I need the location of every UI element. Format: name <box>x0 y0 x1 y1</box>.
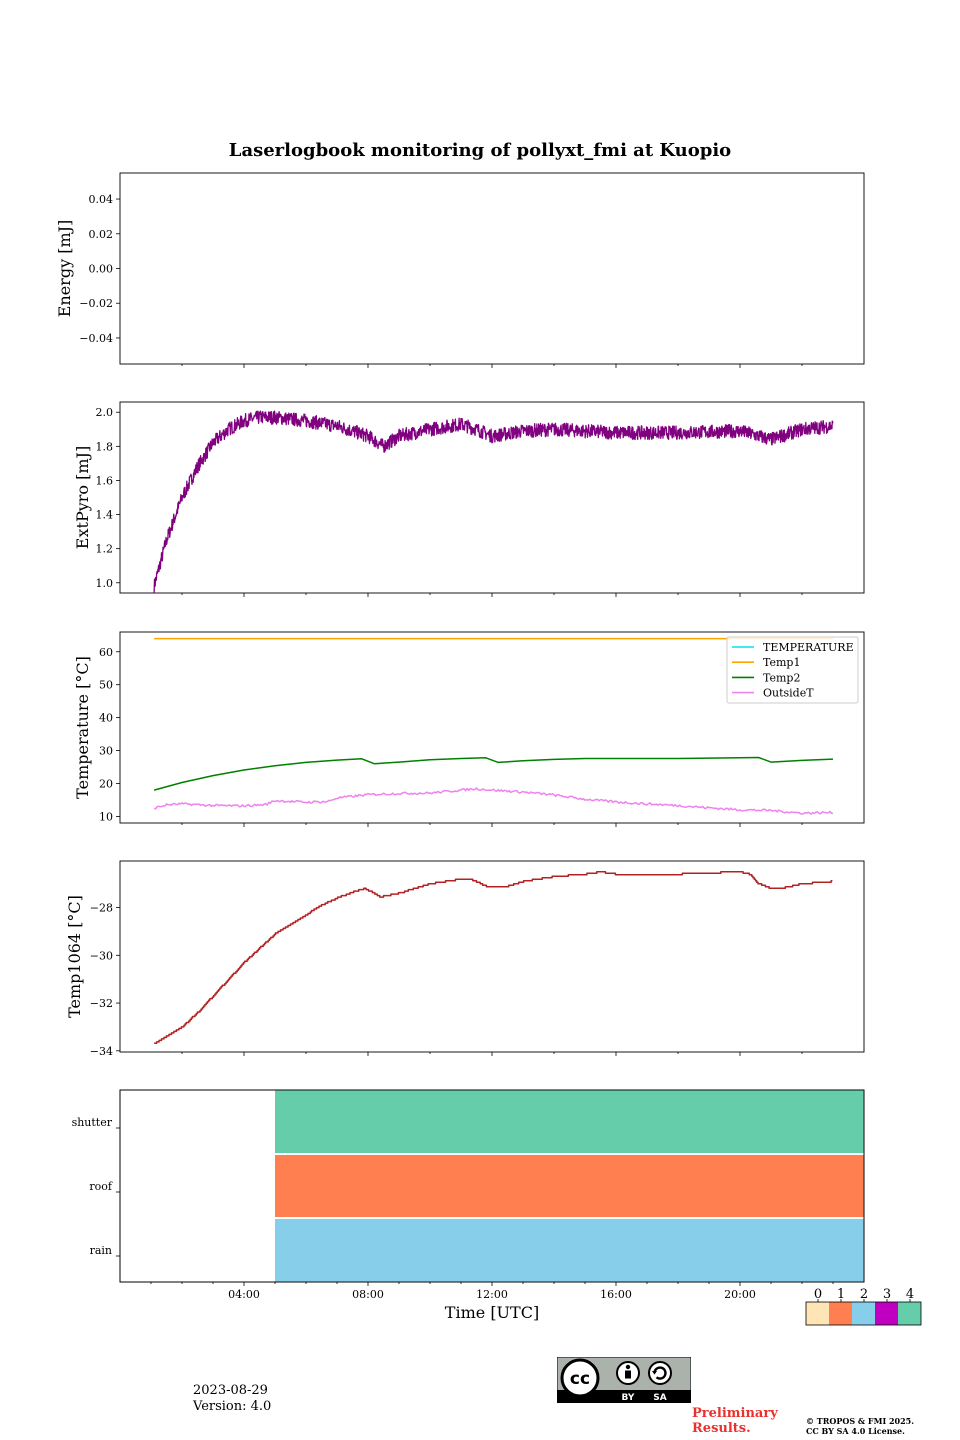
x-tick-label: 16:00 <box>600 1288 632 1301</box>
x-tick-label: 12:00 <box>476 1288 508 1301</box>
cc-logo-text: cc <box>570 1369 590 1389</box>
colorbar-label-4: 4 <box>906 1287 914 1302</box>
y-axis-label-energy: Energy [mJ] <box>55 220 74 318</box>
footer-date-version: 2023-08-29 Version: 4.0 <box>193 1383 271 1415</box>
share-alike-icon <box>653 1366 667 1380</box>
colorbar-swatch-3 <box>875 1302 898 1325</box>
x-tick-label: 20:00 <box>724 1288 756 1301</box>
y-tick-label-temperature: 40 <box>99 712 113 725</box>
panel-frame-temp1064 <box>119 860 865 1053</box>
y-tick-label-temp1064: −28 <box>90 902 113 915</box>
y-tick-label-temperature: 50 <box>99 679 113 692</box>
figure-title: Laserlogbook monitoring of pollyxt_fmi a… <box>228 140 732 161</box>
colorbar-swatch-2 <box>852 1302 875 1325</box>
y-axis-label-temperature: Temperature [°C] <box>73 656 92 799</box>
colorbar-label-1: 1 <box>837 1287 845 1302</box>
cc-license-badge: cc BY SA <box>557 1357 691 1403</box>
footer-date: 2023-08-29 <box>193 1383 268 1398</box>
series-line-outsidet <box>153 787 834 815</box>
colorbar-label-0: 0 <box>814 1287 822 1302</box>
y-tick-label-extpyro: 2.0 <box>96 406 114 419</box>
legend-label-temp2: Temp2 <box>763 671 800 684</box>
series-line-temp1064 <box>154 870 833 1045</box>
flag-block-rain <box>275 1219 864 1282</box>
y-tick-label-energy: 0.02 <box>89 228 114 241</box>
series-line-extpyro <box>153 410 834 594</box>
row-label-shutter: shutter <box>72 1116 113 1129</box>
y-tick-label-extpyro: 1.8 <box>96 440 114 453</box>
flag-block-roof <box>275 1155 864 1217</box>
preliminary-line-2: Results. <box>692 1421 751 1436</box>
y-tick-label-extpyro: 1.4 <box>96 509 114 522</box>
y-tick-label-energy: 0.04 <box>89 193 114 206</box>
legend-label-temp1: Temp1 <box>763 656 800 669</box>
colorbar-frame <box>805 1301 922 1326</box>
flag-block-shutter <box>275 1090 864 1153</box>
y-tick-label-energy: −0.02 <box>79 297 113 310</box>
copyright-note: © TROPOS & FMI 2025. CC BY SA 4.0 Licens… <box>806 1416 914 1436</box>
preliminary-line-1: Preliminary <box>692 1406 778 1421</box>
colorbar-label-3: 3 <box>883 1287 891 1302</box>
row-label-roof: roof <box>89 1180 113 1193</box>
person-icon <box>625 1364 631 1370</box>
y-tick-label-energy: −0.04 <box>79 332 113 345</box>
x-axis-label: Time [UTC] <box>445 1303 539 1322</box>
y-tick-label-temp1064: −30 <box>90 949 113 962</box>
preliminary-note: Preliminary Results. <box>692 1406 778 1436</box>
colorbar-label-2: 2 <box>860 1287 868 1302</box>
footer-version: Version: 4.0 <box>193 1399 272 1414</box>
colorbar-swatch-1 <box>829 1302 852 1325</box>
y-tick-label-temperature: 10 <box>99 810 113 823</box>
y-tick-label-extpyro: 1.2 <box>96 543 114 556</box>
cc-by-label: BY <box>622 1393 635 1403</box>
y-axis-label-temp1064: Temp1064 [°C] <box>65 895 84 1018</box>
y-tick-label-extpyro: 1.6 <box>96 474 114 487</box>
y-axis-label-extpyro: ExtPyro [mJ] <box>73 446 92 549</box>
legend-box <box>726 636 859 704</box>
panel-frame-extpyro <box>119 401 865 594</box>
legend-label-temperature: TEMPERATURE <box>763 641 854 654</box>
colorbar-swatch-0 <box>806 1302 829 1325</box>
legend-label-outsidet: OutsideT <box>763 687 814 700</box>
copyright-line-1: © TROPOS & FMI 2025. <box>806 1416 915 1426</box>
panel-frame-energy <box>119 172 865 365</box>
x-tick-label: 08:00 <box>352 1288 384 1301</box>
colorbar-swatch-4 <box>898 1302 921 1325</box>
y-tick-label-temperature: 60 <box>99 646 113 659</box>
copyright-line-2: CC BY SA 4.0 License. <box>806 1426 905 1436</box>
x-tick-label: 04:00 <box>228 1288 260 1301</box>
cc-sa-label: SA <box>653 1393 666 1403</box>
y-tick-label-temp1064: −34 <box>90 1045 113 1058</box>
y-tick-label-temperature: 30 <box>99 745 113 758</box>
y-tick-label-temperature: 20 <box>99 777 113 790</box>
row-label-rain: rain <box>90 1244 112 1257</box>
y-tick-label-temp1064: −32 <box>90 997 113 1010</box>
y-tick-label-energy: 0.00 <box>89 263 114 276</box>
y-tick-label-extpyro: 1.0 <box>96 577 114 590</box>
series-line-temp2 <box>153 756 834 791</box>
